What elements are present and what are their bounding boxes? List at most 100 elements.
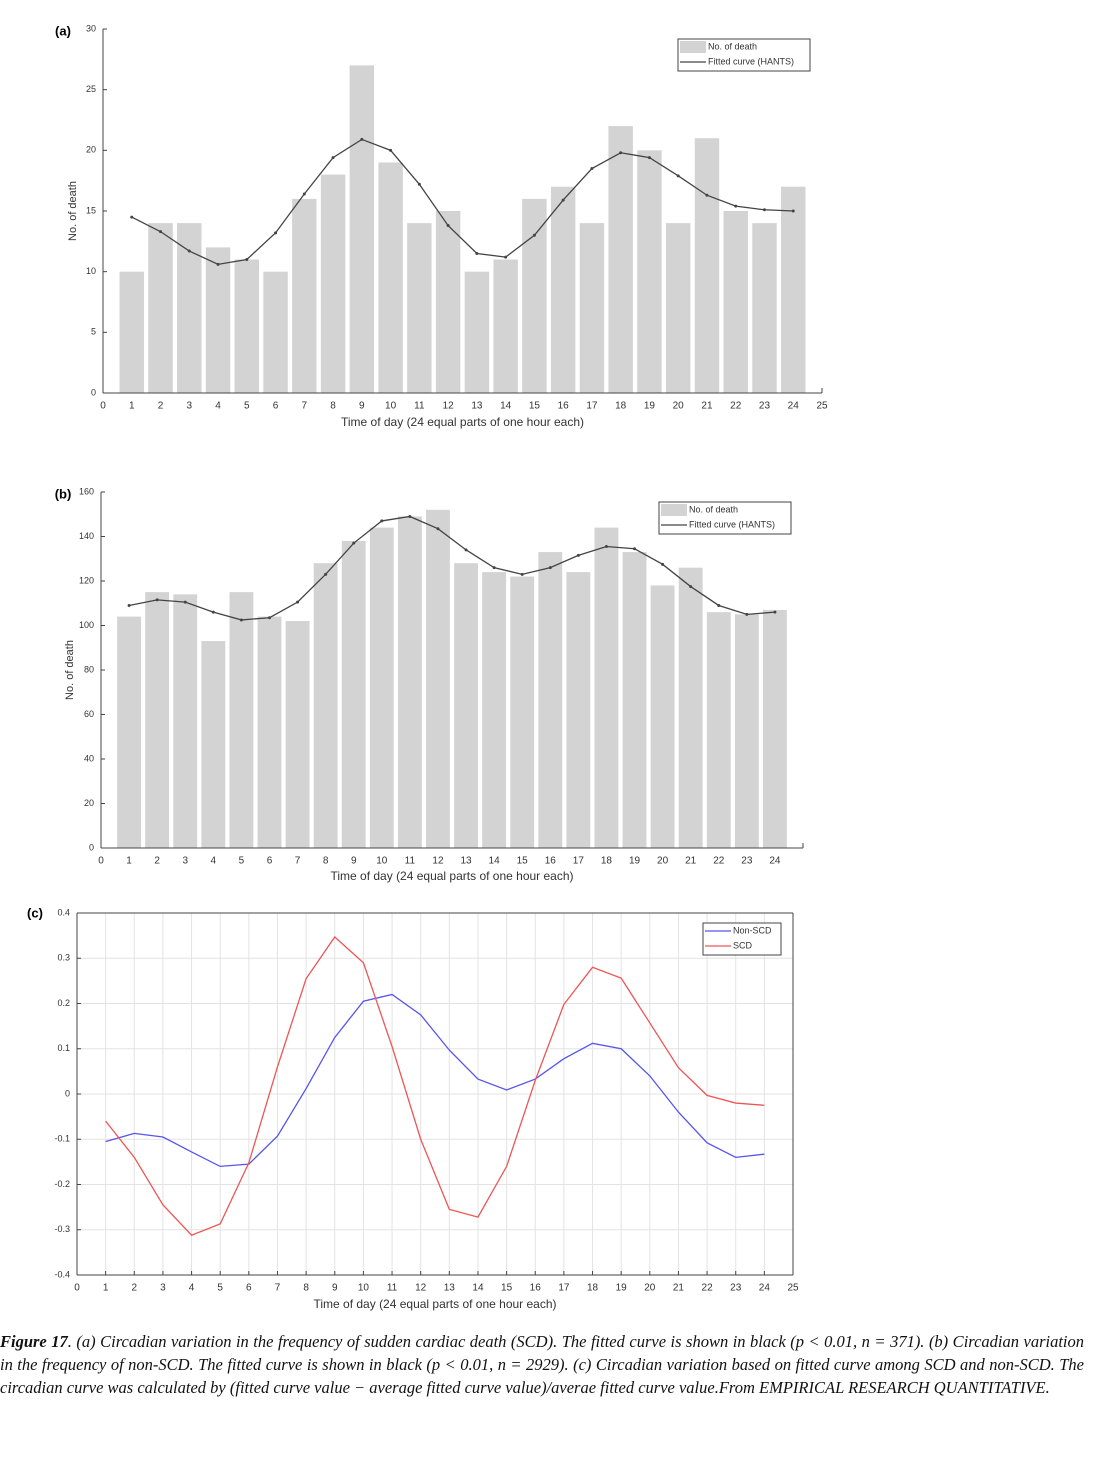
bar (426, 509, 450, 848)
x-tick-label: 22 (730, 401, 742, 412)
y-tick-label: 0.2 (57, 998, 70, 1008)
line (128, 515, 775, 621)
bar (579, 223, 605, 393)
y-tick-label: 60 (84, 709, 94, 719)
x-tick-label: 16 (545, 856, 557, 867)
line-point (360, 137, 364, 141)
bar (229, 592, 254, 848)
line-point (689, 585, 693, 589)
x-tick-label: 5 (244, 401, 250, 412)
x-tick-label: 9 (359, 401, 365, 412)
line-point (245, 258, 249, 262)
x-tick-label: 20 (644, 1283, 656, 1294)
panel-label: (b) (55, 486, 72, 501)
bar (148, 223, 173, 393)
x-tick-label: 0 (100, 401, 106, 412)
y-tick-label: -0.3 (54, 1224, 70, 1234)
line-point (380, 519, 384, 523)
x-tick-label: 16 (558, 401, 570, 412)
y-tick-label: 20 (84, 798, 94, 808)
y-tick-label: 20 (86, 145, 96, 155)
y-tick-label: 30 (86, 23, 96, 33)
x-tick-label: 14 (489, 856, 501, 867)
y-tick-label: 160 (79, 486, 94, 496)
bar (522, 198, 547, 393)
bar (566, 572, 591, 848)
bar (313, 563, 338, 848)
line-point (520, 572, 524, 576)
x-tick-label: 10 (376, 856, 388, 867)
x-tick-label: 24 (769, 856, 781, 867)
bar (482, 572, 507, 848)
x-tick-label: 19 (629, 856, 641, 867)
y-tick-label: 0 (89, 842, 94, 852)
line-point (661, 562, 665, 566)
x-tick-label: 15 (517, 856, 529, 867)
line-point (576, 553, 580, 557)
line-point (274, 231, 278, 235)
x-tick-label: 7 (275, 1283, 281, 1294)
bar (292, 198, 317, 393)
caption-text: . (a) Circadian variation in the frequen… (0, 1332, 1084, 1397)
bar (341, 540, 366, 848)
line-point (187, 249, 191, 253)
caption: Figure 17. (a) Circadian variation in th… (0, 1330, 1084, 1399)
line-point (127, 603, 131, 607)
bar (464, 271, 490, 393)
x-tick-label: 4 (189, 1283, 195, 1294)
x-tick-label: 8 (330, 401, 336, 412)
x-tick-label: 7 (295, 856, 301, 867)
line-point (504, 255, 508, 259)
bar (263, 271, 288, 393)
x-tick-label: 5 (217, 1283, 223, 1294)
x-tick-label: 8 (303, 1283, 309, 1294)
bar (177, 223, 202, 393)
panel-label: (c) (27, 905, 43, 920)
bar (119, 271, 144, 393)
x-tick-label: 23 (741, 856, 753, 867)
line-point (446, 224, 450, 228)
bar (678, 567, 703, 848)
legend-label: No. of death (708, 41, 757, 51)
y-tick-label: 80 (84, 664, 94, 674)
bar (454, 563, 478, 848)
x-tick-label: 22 (702, 1283, 714, 1294)
x-tick-label: 11 (405, 856, 416, 867)
x-axis-label: Time of day (24 equal parts of one hour … (313, 1297, 556, 1311)
bar (723, 211, 748, 393)
x-tick-label: 20 (673, 401, 685, 412)
bar (665, 223, 691, 393)
line-point (734, 204, 738, 208)
bar (752, 223, 777, 393)
x-tick-label: 2 (158, 401, 164, 412)
x-tick-label: 14 (472, 1283, 484, 1294)
line (131, 138, 794, 266)
x-tick-label: 11 (387, 1283, 398, 1294)
x-tick-label: 21 (701, 401, 713, 412)
x-tick-label: 13 (471, 401, 483, 412)
bar (694, 138, 720, 393)
line (105, 936, 765, 1236)
legend-swatch (661, 504, 687, 516)
x-tick-label: 13 (460, 856, 472, 867)
y-axis-label: No. of death (67, 181, 79, 241)
x-tick-label: 0 (98, 856, 104, 867)
y-tick-label: 120 (79, 575, 94, 585)
y-tick-label: -0.2 (54, 1179, 70, 1189)
bar (538, 552, 563, 848)
x-tick-label: 4 (215, 401, 221, 412)
x-axis-label: Time of day (24 equal parts of one hour … (341, 415, 584, 429)
x-tick-label: 23 (759, 401, 771, 412)
y-tick-label: 0 (65, 1088, 70, 1098)
y-tick-label: -0.1 (54, 1134, 70, 1144)
line-point (619, 151, 623, 155)
x-tick-label: 24 (759, 1283, 771, 1294)
line-point (352, 541, 356, 545)
line-point (331, 156, 335, 160)
bar (622, 552, 647, 848)
line-point (296, 600, 300, 604)
figure: (a) No. of death Time of day (24 equal par… (27, 23, 828, 1311)
y-tick-label: 100 (79, 620, 94, 630)
x-tick-label: 10 (358, 1283, 370, 1294)
line-point (464, 548, 468, 552)
